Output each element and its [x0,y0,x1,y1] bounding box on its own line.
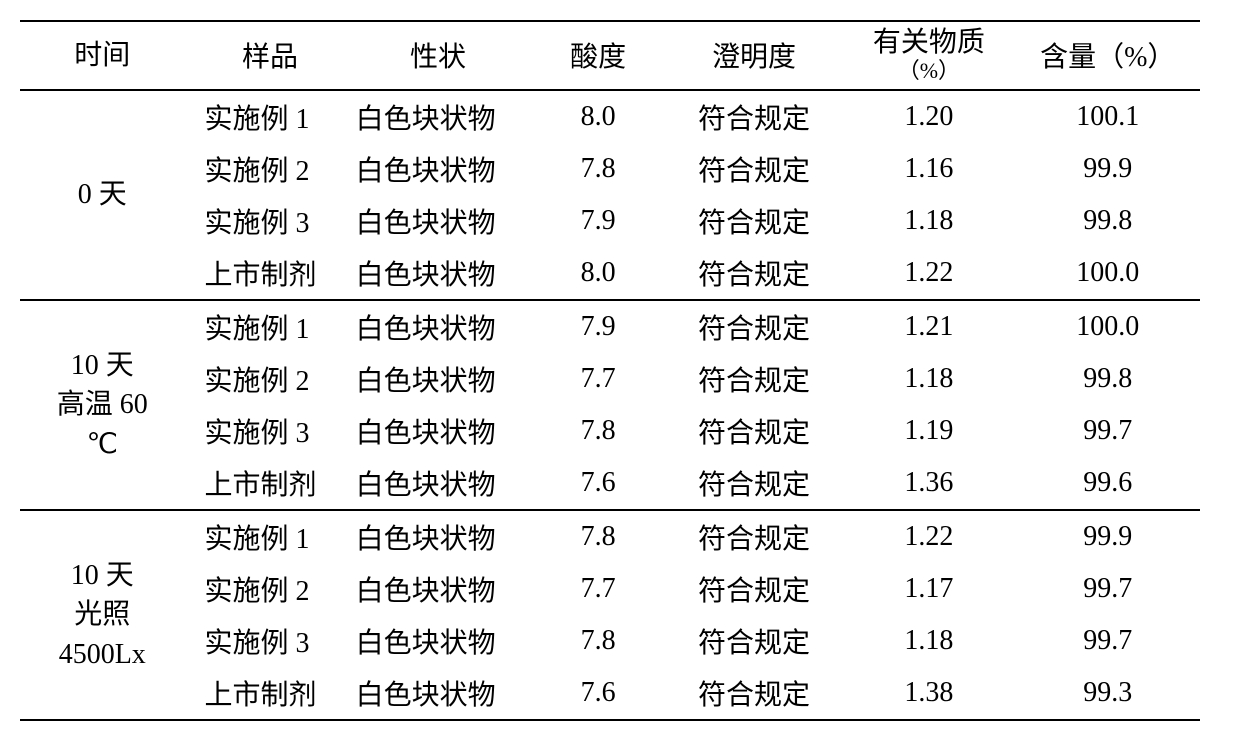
time-cell: 0 天 [20,90,184,300]
table-row: 10 天 高温 60 ℃实施例 1白色块状物7.9符合规定1.21100.0 [20,300,1200,353]
related-cell: 1.19 [842,405,1015,457]
col-time-header: 时间 [20,21,184,90]
property-cell: 白色块状物 [346,300,531,353]
property-cell: 白色块状物 [346,143,531,195]
table-row: 实施例 2白色块状物7.7符合规定1.1799.7 [20,563,1200,615]
acidity-cell: 8.0 [531,247,666,300]
time-cell: 10 天 高温 60 ℃ [20,300,184,510]
property-cell: 白色块状物 [346,90,531,143]
content-cell: 99.6 [1016,457,1200,510]
property-cell: 白色块状物 [346,667,531,720]
table-body: 0 天实施例 1白色块状物8.0符合规定1.20100.1实施例 2白色块状物7… [20,90,1200,720]
property-cell: 白色块状物 [346,195,531,247]
sample-cell: 上市制剂 [184,457,345,510]
clarity-cell: 符合规定 [666,405,842,457]
table-row: 10 天 光照 4500Lx实施例 1白色块状物7.8符合规定1.2299.9 [20,510,1200,563]
content-cell: 100.1 [1016,90,1200,143]
sample-cell: 实施例 2 [184,143,345,195]
acidity-cell: 7.9 [531,195,666,247]
sample-cell: 实施例 1 [184,510,345,563]
content-cell: 99.9 [1016,510,1200,563]
related-cell: 1.22 [842,247,1015,300]
col-property-header: 性状 [346,21,531,90]
acidity-cell: 7.6 [531,457,666,510]
col-sample-header: 样品 [184,21,345,90]
property-cell: 白色块状物 [346,405,531,457]
acidity-cell: 8.0 [531,90,666,143]
acidity-cell: 7.8 [531,510,666,563]
property-cell: 白色块状物 [346,457,531,510]
related-cell: 1.18 [842,353,1015,405]
property-cell: 白色块状物 [346,247,531,300]
sample-cell: 实施例 1 [184,90,345,143]
acidity-cell: 7.8 [531,143,666,195]
sample-cell: 实施例 2 [184,353,345,405]
acidity-cell: 7.6 [531,667,666,720]
sample-cell: 上市制剂 [184,247,345,300]
acidity-cell: 7.8 [531,615,666,667]
table-row: 0 天实施例 1白色块状物8.0符合规定1.20100.1 [20,90,1200,143]
related-cell: 1.18 [842,195,1015,247]
clarity-cell: 符合规定 [666,300,842,353]
clarity-cell: 符合规定 [666,563,842,615]
property-cell: 白色块状物 [346,563,531,615]
related-cell: 1.16 [842,143,1015,195]
col-clarity-header: 澄明度 [666,21,842,90]
content-cell: 99.7 [1016,405,1200,457]
property-cell: 白色块状物 [346,510,531,563]
property-cell: 白色块状物 [346,353,531,405]
clarity-cell: 符合规定 [666,143,842,195]
acidity-cell: 7.8 [531,405,666,457]
related-cell: 1.17 [842,563,1015,615]
col-content-header: 含量（%） [1016,21,1200,90]
content-cell: 99.8 [1016,353,1200,405]
acidity-cell: 7.7 [531,563,666,615]
sample-cell: 实施例 3 [184,195,345,247]
sample-cell: 实施例 2 [184,563,345,615]
clarity-cell: 符合规定 [666,667,842,720]
content-cell: 100.0 [1016,300,1200,353]
col-related-label: 有关物质 [873,27,985,58]
sample-cell: 实施例 3 [184,405,345,457]
col-related-unit: （%） [852,59,1005,83]
stability-table: 时间 样品 性状 酸度 澄明度 有关物质 （%） 含量（%） 0 天实施例 1白… [20,20,1200,721]
sample-cell: 实施例 3 [184,615,345,667]
table-header-row: 时间 样品 性状 酸度 澄明度 有关物质 （%） 含量（%） [20,21,1200,90]
clarity-cell: 符合规定 [666,615,842,667]
table-row: 实施例 3白色块状物7.8符合规定1.1899.7 [20,615,1200,667]
content-cell: 99.8 [1016,195,1200,247]
table-row: 上市制剂白色块状物7.6符合规定1.3699.6 [20,457,1200,510]
content-cell: 99.9 [1016,143,1200,195]
clarity-cell: 符合规定 [666,247,842,300]
table-row: 实施例 2白色块状物7.8符合规定1.1699.9 [20,143,1200,195]
time-cell: 10 天 光照 4500Lx [20,510,184,720]
table-row: 实施例 3白色块状物7.9符合规定1.1899.8 [20,195,1200,247]
sample-cell: 上市制剂 [184,667,345,720]
content-cell: 99.3 [1016,667,1200,720]
sample-cell: 实施例 1 [184,300,345,353]
clarity-cell: 符合规定 [666,510,842,563]
related-cell: 1.22 [842,510,1015,563]
col-acidity-header: 酸度 [531,21,666,90]
content-cell: 99.7 [1016,615,1200,667]
related-cell: 1.38 [842,667,1015,720]
clarity-cell: 符合规定 [666,353,842,405]
clarity-cell: 符合规定 [666,195,842,247]
content-cell: 99.7 [1016,563,1200,615]
related-cell: 1.18 [842,615,1015,667]
content-cell: 100.0 [1016,247,1200,300]
related-cell: 1.20 [842,90,1015,143]
acidity-cell: 7.7 [531,353,666,405]
col-related-header: 有关物质 （%） [842,21,1015,90]
property-cell: 白色块状物 [346,615,531,667]
related-cell: 1.21 [842,300,1015,353]
table-row: 实施例 3白色块状物7.8符合规定1.1999.7 [20,405,1200,457]
clarity-cell: 符合规定 [666,90,842,143]
related-cell: 1.36 [842,457,1015,510]
table-row: 上市制剂白色块状物8.0符合规定1.22100.0 [20,247,1200,300]
table-row: 实施例 2白色块状物7.7符合规定1.1899.8 [20,353,1200,405]
clarity-cell: 符合规定 [666,457,842,510]
table-row: 上市制剂白色块状物7.6符合规定1.3899.3 [20,667,1200,720]
acidity-cell: 7.9 [531,300,666,353]
